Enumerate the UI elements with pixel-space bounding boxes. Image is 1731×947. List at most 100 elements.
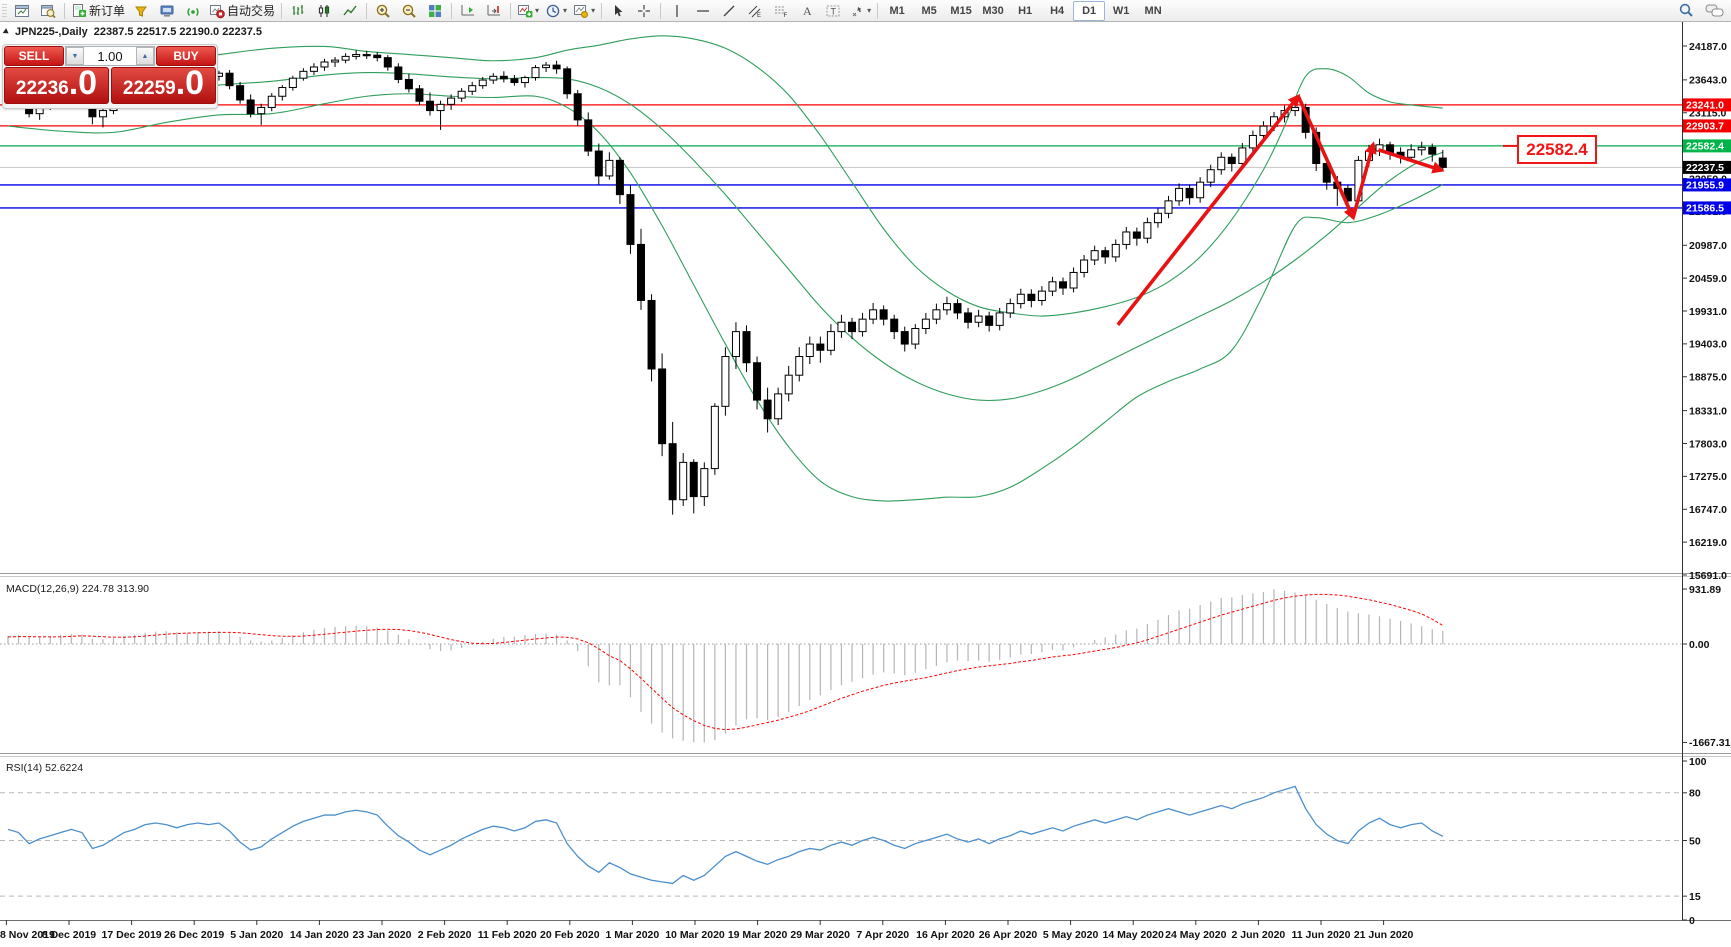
market-button[interactable]	[128, 1, 154, 21]
zoom-out-button[interactable]	[396, 1, 422, 21]
new-chart-button[interactable]	[9, 1, 35, 21]
volume-increase-button[interactable]: ▲	[136, 47, 154, 65]
timeframe-m15[interactable]: M15	[950, 4, 972, 17]
timeframe-d1[interactable]: D1	[1073, 0, 1106, 21]
candle	[1059, 281, 1067, 289]
date-label: 24 May 2020	[1165, 929, 1226, 941]
candlestick-chart-button[interactable]	[311, 1, 337, 21]
volume-decrease-button[interactable]: ▼	[66, 47, 84, 65]
zoom-in-button[interactable]	[370, 1, 396, 21]
candle	[784, 374, 793, 395]
candle	[1143, 222, 1152, 239]
vertical-line-button[interactable]	[664, 1, 690, 21]
candle	[647, 299, 656, 370]
candle	[1153, 212, 1162, 224]
buy-price[interactable]: 22259.0	[111, 66, 216, 104]
indicators-button[interactable]: ▾	[514, 1, 542, 21]
price-tick: 23643.0	[1689, 75, 1727, 87]
profiles-icon	[41, 4, 56, 18]
autotrading-icon	[210, 4, 225, 18]
autotrading-button[interactable]: 自动交易	[206, 1, 278, 21]
sell-button[interactable]: SELL	[4, 46, 64, 66]
candle	[668, 443, 677, 501]
signals-button[interactable]	[180, 1, 206, 21]
candle	[1438, 157, 1447, 168]
macd-histogram	[7, 589, 1444, 743]
timeframe-w1[interactable]: W1	[1112, 4, 1130, 17]
candle	[447, 97, 456, 105]
candle	[1175, 187, 1184, 202]
profiles-button[interactable]	[35, 1, 61, 21]
candle	[985, 315, 994, 326]
fibonacci-button[interactable]: F	[768, 1, 794, 21]
cursor-button[interactable]	[605, 1, 631, 21]
candle	[974, 315, 983, 323]
new-chart-icon	[15, 4, 29, 17]
signals-icon	[187, 7, 199, 16]
tile-windows-button[interactable]	[422, 1, 448, 21]
ohlc-values: 22387.5 22517.5 22190.0 22237.5	[93, 26, 262, 38]
timeframe-m5[interactable]: M5	[921, 4, 937, 17]
terminal-button[interactable]	[154, 1, 180, 21]
line-chart-button[interactable]	[337, 1, 363, 21]
timeframe-h4[interactable]: H4	[1050, 4, 1065, 17]
line-chart-icon	[343, 5, 357, 15]
volume-value[interactable]: 1.00	[97, 48, 123, 64]
new-order-button[interactable]: 新订单	[68, 1, 128, 21]
trend-arrow-2[interactable]	[1296, 95, 1355, 221]
price-tick: 17275.0	[1689, 471, 1727, 483]
equidistant-channel-button[interactable]: E	[742, 1, 768, 21]
candle	[1407, 149, 1416, 158]
periods-button[interactable]: ▾	[542, 1, 570, 21]
chat-icon[interactable]	[1705, 3, 1725, 19]
price-tick: 18331.0	[1689, 405, 1727, 417]
label-button[interactable]: T	[820, 1, 846, 21]
macd-tick: 931.89	[1689, 584, 1721, 596]
timeframe-m30[interactable]: M30	[982, 4, 1004, 17]
crosshair-button[interactable]	[631, 1, 657, 21]
trend-arrow-1[interactable]	[1116, 93, 1301, 326]
vertical-line-icon	[676, 4, 678, 17]
date-label: 11 Jun 2020	[1292, 929, 1351, 941]
candle	[763, 399, 772, 420]
price-badge-21586.5: 21586.5	[1686, 203, 1724, 215]
date-label: 21 Jun 2020	[1354, 929, 1414, 941]
arrows-button[interactable]: ▾	[846, 1, 874, 21]
candle	[795, 356, 804, 376]
market-icon	[135, 6, 147, 17]
search-icon[interactable]	[1678, 2, 1695, 19]
horizontal-line-button[interactable]	[690, 1, 716, 21]
trend-arrow-4[interactable]	[1377, 148, 1445, 174]
timeframe-h1[interactable]: H1	[1018, 4, 1033, 17]
bar-chart-button[interactable]	[285, 1, 311, 21]
date-label: 11 Feb 2020	[478, 929, 537, 941]
volume-field: ▼ 1.00 ▲	[65, 46, 155, 66]
trendline-button[interactable]	[716, 1, 742, 21]
timeframe-m1[interactable]: M1	[889, 4, 905, 17]
templates-button[interactable]: ▾	[570, 1, 598, 21]
price-badge-22582.4-bg	[1683, 139, 1731, 153]
candle	[911, 327, 920, 345]
chart-shift-button[interactable]	[481, 1, 507, 21]
text-button[interactable]: A	[794, 1, 820, 21]
trend-arrow-3[interactable]	[1351, 141, 1377, 219]
sell-price[interactable]: 22236.0	[4, 66, 109, 104]
timeframe-mn[interactable]: MN	[1144, 4, 1162, 17]
candle	[373, 54, 382, 59]
autoscroll-button[interactable]	[455, 1, 481, 21]
price-tick: 18875.0	[1689, 372, 1727, 384]
candle	[415, 88, 424, 102]
candle	[858, 318, 867, 333]
candle	[1238, 147, 1247, 164]
panel-toggle-icon[interactable]	[2, 28, 11, 36]
buy-button[interactable]: BUY	[156, 46, 216, 66]
price-tick: 19403.0	[1689, 339, 1727, 351]
candle	[563, 68, 572, 95]
svg-text:A: A	[803, 4, 812, 18]
toolbar-grip[interactable]	[2, 3, 7, 18]
candle	[489, 75, 498, 81]
price-annotation[interactable]: 22582.4	[1517, 135, 1597, 164]
cursor-icon	[615, 4, 623, 16]
